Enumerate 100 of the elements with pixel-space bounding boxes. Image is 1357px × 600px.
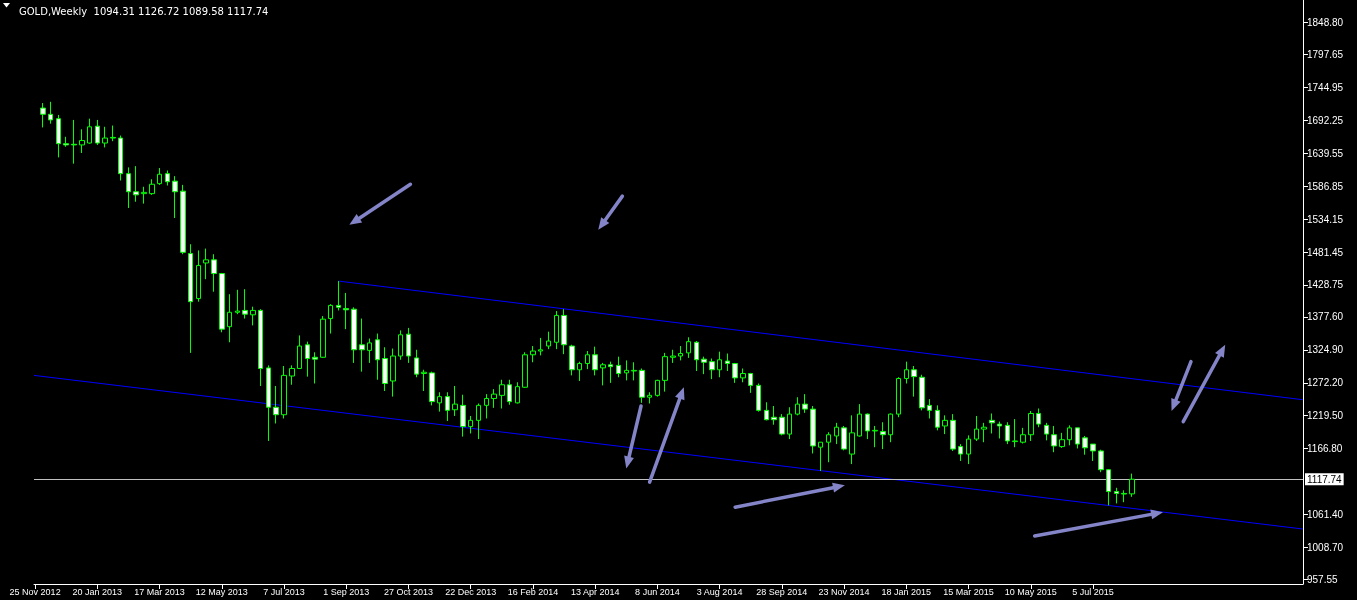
candlestick — [219, 272, 225, 333]
x-tick-label: 17 Mar 2013 — [134, 586, 185, 597]
candlestick — [639, 368, 645, 404]
candlestick — [476, 402, 481, 440]
candlestick — [795, 396, 800, 416]
candlestick — [717, 351, 722, 378]
candlestick — [1012, 418, 1018, 448]
candlestick — [297, 334, 302, 370]
x-tick-label: 5 Jul 2015 — [1072, 586, 1114, 597]
candlestick — [1051, 425, 1057, 453]
candlestick — [491, 388, 497, 409]
candlestick — [102, 126, 108, 148]
candlestick — [172, 175, 178, 219]
x-tick-label: 8 Jun 2014 — [635, 586, 680, 597]
candlestick — [554, 310, 559, 350]
candlestick — [577, 361, 582, 382]
candlestick — [787, 406, 792, 440]
candlestick — [320, 315, 326, 359]
x-tick-label: 23 Nov 2014 — [818, 586, 870, 597]
y-tick-label: 1534.15 — [1307, 213, 1344, 225]
candlestick — [857, 403, 862, 438]
y-tick-label: 1324.90 — [1307, 344, 1344, 356]
candlestick — [95, 119, 100, 146]
candlestick — [468, 415, 473, 434]
y-tick-label: 1377.60 — [1307, 311, 1344, 323]
candlestick — [678, 345, 683, 361]
candlestick — [515, 381, 520, 404]
candlestick — [227, 293, 232, 343]
candlestick — [694, 340, 699, 372]
candlestick — [709, 358, 715, 380]
candlestick — [266, 364, 271, 442]
candlestick — [305, 341, 310, 378]
candlestick — [600, 362, 606, 386]
candlestick — [56, 114, 61, 158]
candlestick — [312, 351, 318, 384]
candlestick — [592, 346, 598, 376]
candlestick — [1005, 421, 1010, 445]
x-tick-label: 15 Mar 2015 — [943, 586, 994, 597]
candlestick — [1106, 468, 1111, 506]
candlestick — [1121, 489, 1127, 503]
candlestick — [375, 333, 380, 381]
candlestick — [538, 337, 543, 356]
candlestick — [71, 119, 77, 165]
candlestick — [958, 443, 963, 462]
candlestick — [896, 376, 901, 418]
candlestick — [336, 280, 341, 311]
y-tick-label: 1848.80 — [1307, 17, 1344, 29]
candlestick — [180, 184, 186, 255]
candlestick — [1098, 449, 1104, 473]
y-tick-label: 1272.20 — [1307, 377, 1344, 389]
candlestick — [382, 346, 388, 392]
candlestick — [359, 318, 365, 373]
candlestick — [437, 391, 442, 413]
candlestick — [1082, 435, 1088, 456]
candlestick — [1044, 422, 1049, 441]
x-tick-label: 13 Apr 2014 — [570, 586, 620, 597]
candlestick — [1020, 427, 1026, 444]
candlestick — [149, 178, 155, 196]
x-tick-label: 7 Jul 2013 — [263, 586, 305, 597]
candlestick — [686, 336, 691, 359]
candlestick — [701, 356, 707, 375]
candlestick — [904, 361, 909, 384]
candlestick — [849, 414, 855, 465]
y-tick-label: 1428.75 — [1307, 279, 1344, 291]
y-tick-label: 1639.55 — [1307, 147, 1344, 159]
candlestick — [289, 364, 295, 386]
candlestick — [1028, 410, 1034, 442]
candlestick — [624, 359, 629, 381]
candlestick — [880, 421, 886, 450]
candlestick — [406, 327, 411, 364]
candlestick — [211, 253, 217, 293]
candlestick — [569, 344, 575, 376]
candlestick — [273, 385, 279, 424]
x-tick-label: 12 May 2013 — [195, 586, 248, 597]
candlestick — [445, 391, 450, 422]
candlestick — [756, 383, 761, 413]
candlestick — [1075, 427, 1080, 449]
candlestick — [740, 368, 746, 383]
candlestick — [647, 391, 652, 404]
candlestick — [748, 372, 753, 394]
x-tick-label: 28 Sep 2014 — [756, 586, 808, 597]
candlestick — [872, 425, 878, 448]
candlestick — [585, 350, 590, 370]
y-tick-label: 1166.80 — [1307, 443, 1343, 455]
y-tick-label: 1744.95 — [1307, 81, 1344, 93]
candlestick — [281, 365, 287, 419]
candlestick — [390, 348, 396, 398]
candlestick — [235, 289, 240, 315]
y-tick-label: 1481.45 — [1307, 246, 1344, 258]
candlestick — [725, 353, 730, 372]
x-tick-label: 16 Feb 2014 — [507, 586, 559, 597]
y-tick-label: 1797.65 — [1307, 49, 1344, 61]
candlestick — [911, 365, 917, 398]
candlestick — [942, 414, 948, 435]
y-tick-label: 1586.85 — [1307, 180, 1344, 192]
candlestick — [203, 248, 209, 280]
candlestick — [818, 441, 823, 472]
candlestick — [608, 361, 613, 384]
candlestick — [826, 431, 831, 463]
y-tick-label: 1692.25 — [1307, 114, 1344, 126]
